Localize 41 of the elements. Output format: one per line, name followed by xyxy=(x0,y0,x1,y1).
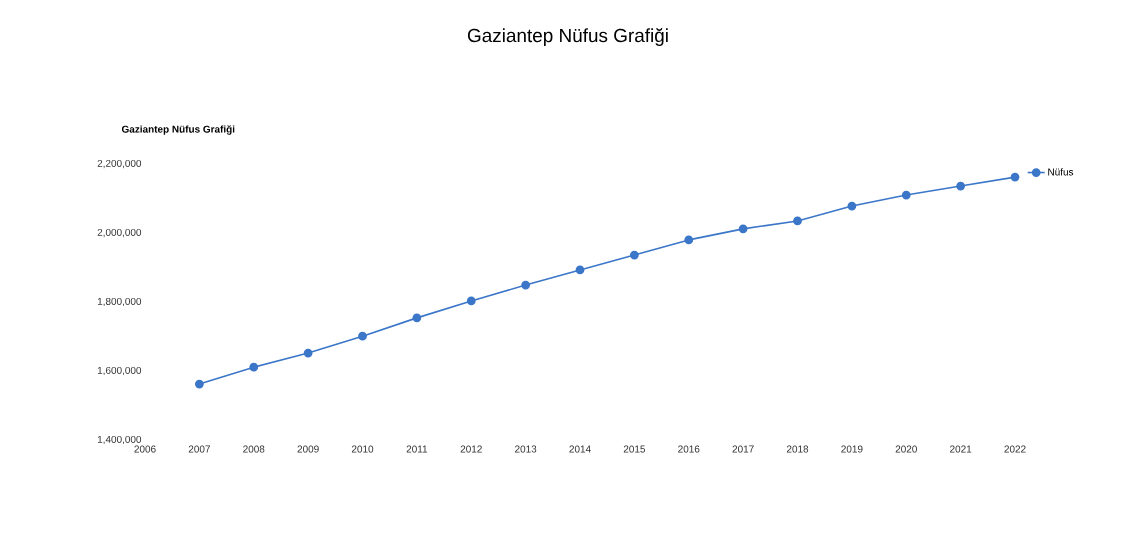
x-tick-label: 2022 xyxy=(1004,445,1026,453)
point xyxy=(412,313,422,323)
x-tick-label: 2014 xyxy=(569,445,591,453)
point xyxy=(793,216,802,226)
point xyxy=(575,265,585,275)
point xyxy=(521,280,531,290)
x-tick-label: 2009 xyxy=(297,445,319,453)
x-tick-label: 2010 xyxy=(351,445,374,453)
chart-subtitle: Gaziantep Nüfus Grafiği xyxy=(121,125,235,135)
y-tick-label: 2,200,000 xyxy=(97,159,142,169)
y-tick-label: 1,400,000 xyxy=(97,435,142,445)
x-tick-label: 2011 xyxy=(406,445,428,453)
x-tick-label: 2016 xyxy=(678,445,700,453)
y-tick-label: 1,800,000 xyxy=(97,297,142,307)
y-tick-label: 2,000,000 xyxy=(97,228,142,238)
point xyxy=(630,250,639,260)
x-tick-label: 2015 xyxy=(623,445,646,453)
point xyxy=(358,331,367,341)
point xyxy=(303,348,313,358)
x-tick-label: 2018 xyxy=(786,445,809,453)
point xyxy=(249,362,259,372)
y-tick-label: 1,600,000 xyxy=(97,366,142,376)
x-tick-label: 2019 xyxy=(841,445,863,453)
point xyxy=(901,190,911,200)
point xyxy=(684,235,694,245)
point xyxy=(956,181,966,191)
x-tick-label: 2008 xyxy=(243,445,265,453)
x-tick-label: 2017 xyxy=(732,445,754,453)
chart-title: Gaziantep Nüfus Grafiği xyxy=(467,28,668,46)
x-tick-label: 2013 xyxy=(515,445,537,453)
x-tick-label: 2012 xyxy=(460,445,482,453)
x-tick-label: 2007 xyxy=(188,445,210,453)
x-tick-label: 2021 xyxy=(950,445,972,453)
point xyxy=(847,201,857,211)
point xyxy=(1010,172,1020,182)
x-tick-label: 2020 xyxy=(895,445,917,453)
point xyxy=(194,379,204,389)
x-tick-label: 2006 xyxy=(134,445,156,453)
legend-label: Nüfus xyxy=(1048,168,1074,176)
point xyxy=(738,224,748,234)
point xyxy=(466,296,476,306)
